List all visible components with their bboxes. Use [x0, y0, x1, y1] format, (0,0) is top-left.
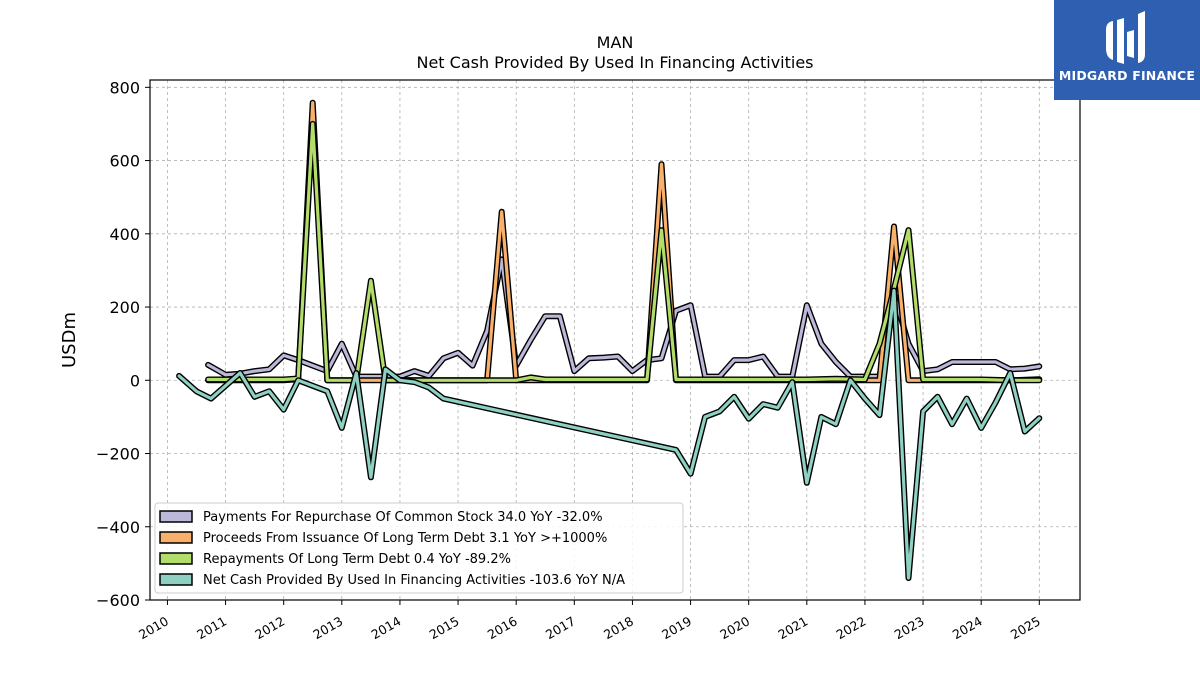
brand-name: MIDGARD FINANCE — [1058, 68, 1196, 83]
chart-title: MAN — [597, 33, 634, 52]
legend-swatch-repayments — [159, 552, 193, 565]
x-tick-label: 2023 — [892, 613, 927, 642]
x-tick-label: 2024 — [950, 613, 985, 642]
legend-label-repurchase: Payments For Repurchase Of Common Stock … — [203, 510, 603, 525]
y-axis-ticks: 800 600 400 200 0 −200 −400 −600 — [96, 78, 150, 610]
plot-frame — [149, 79, 1081, 601]
x-tick-label: 2025 — [1008, 613, 1043, 642]
y-tick-label: −600 — [96, 591, 140, 610]
x-tick-label: 2012 — [252, 613, 287, 642]
x-tick-label: 2010 — [136, 613, 171, 642]
x-tick-label: 2017 — [543, 613, 578, 642]
series-outline-2 — [205, 120, 1043, 384]
x-tick-label: 2021 — [775, 613, 810, 642]
brand-logo: MIDGARD FINANCE — [1054, 0, 1200, 100]
chart-subtitle: Net Cash Provided By Used In Financing A… — [416, 53, 813, 72]
x-tick-label: 2011 — [194, 613, 229, 642]
series-outline-1 — [205, 99, 1043, 384]
legend-label-net-cash: Net Cash Provided By Used In Financing A… — [203, 573, 625, 588]
series-line-3 — [177, 289, 1041, 580]
legend: Payments For Repurchase Of Common Stock … — [154, 502, 684, 594]
legend-swatch-issuance — [159, 531, 193, 544]
legend-label-repayments: Repayments Of Long Term Debt 0.4 YoY -89… — [203, 552, 511, 567]
y-tick-label: 0 — [130, 371, 140, 390]
y-axis-label: USDm — [59, 312, 80, 368]
legend-swatch-net-cash — [159, 573, 193, 586]
x-tick-label: 2018 — [601, 613, 636, 642]
x-axis-ticks: 2010 2011 2012 2013 2014 2015 2016 2017 2018 2019… — [136, 600, 1043, 642]
logo-icon — [1106, 11, 1145, 64]
y-tick-label: 600 — [109, 152, 140, 171]
x-tick-label: 2013 — [310, 613, 345, 642]
x-tick-label: 2014 — [368, 613, 403, 642]
series-line-1 — [206, 101, 1041, 382]
y-tick-label: 800 — [109, 78, 140, 97]
legend-swatch-repurchase — [159, 510, 193, 523]
x-tick-label: 2022 — [833, 613, 868, 642]
legend-box — [154, 502, 684, 594]
x-tick-label: 2016 — [485, 613, 520, 642]
x-tick-label: 2020 — [717, 613, 752, 642]
series-line-2 — [206, 122, 1041, 382]
x-tick-label: 2019 — [659, 613, 694, 642]
y-tick-label: 200 — [109, 298, 140, 317]
y-tick-label: −200 — [96, 445, 140, 464]
y-tick-label: −400 — [96, 518, 140, 537]
series-lines — [176, 99, 1043, 581]
y-tick-label: 400 — [109, 225, 140, 244]
x-tick-label: 2015 — [427, 613, 462, 642]
legend-label-issuance: Proceeds From Issuance Of Long Term Debt… — [203, 531, 607, 546]
